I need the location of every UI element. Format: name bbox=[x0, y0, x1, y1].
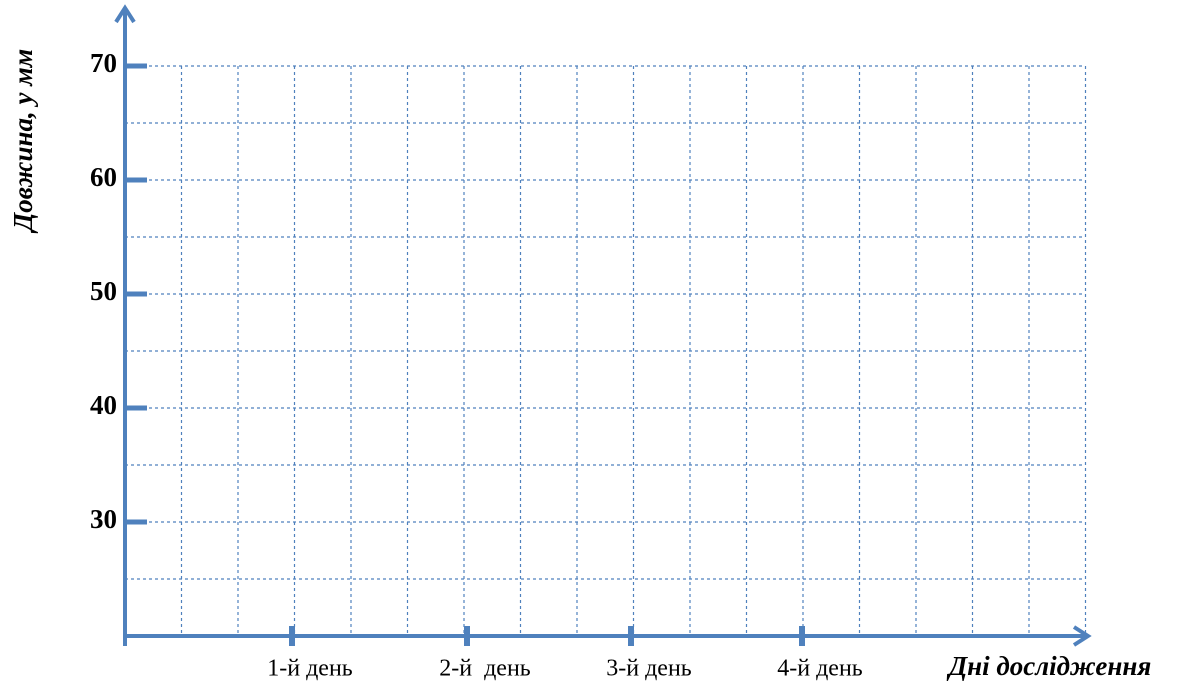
x-tick-label: 2-й день bbox=[439, 656, 531, 682]
x-tick-label: 1-й день bbox=[267, 656, 353, 682]
y-tick-label: 30 bbox=[90, 504, 117, 534]
x-tick-label: 3-й день bbox=[606, 656, 692, 682]
y-axis-label: Довжина, у мм bbox=[8, 49, 38, 234]
x-tick-label: 4-й день bbox=[777, 656, 863, 682]
y-tick-label: 50 bbox=[90, 276, 117, 306]
y-axis-arrow bbox=[114, 4, 136, 24]
x-axis-arrow bbox=[1072, 625, 1092, 647]
y-tick-label: 60 bbox=[90, 162, 117, 192]
y-tick-label: 70 bbox=[90, 48, 117, 78]
x-axis-label: Дні дослідження bbox=[946, 651, 1152, 681]
y-tick-label: 40 bbox=[90, 390, 117, 420]
